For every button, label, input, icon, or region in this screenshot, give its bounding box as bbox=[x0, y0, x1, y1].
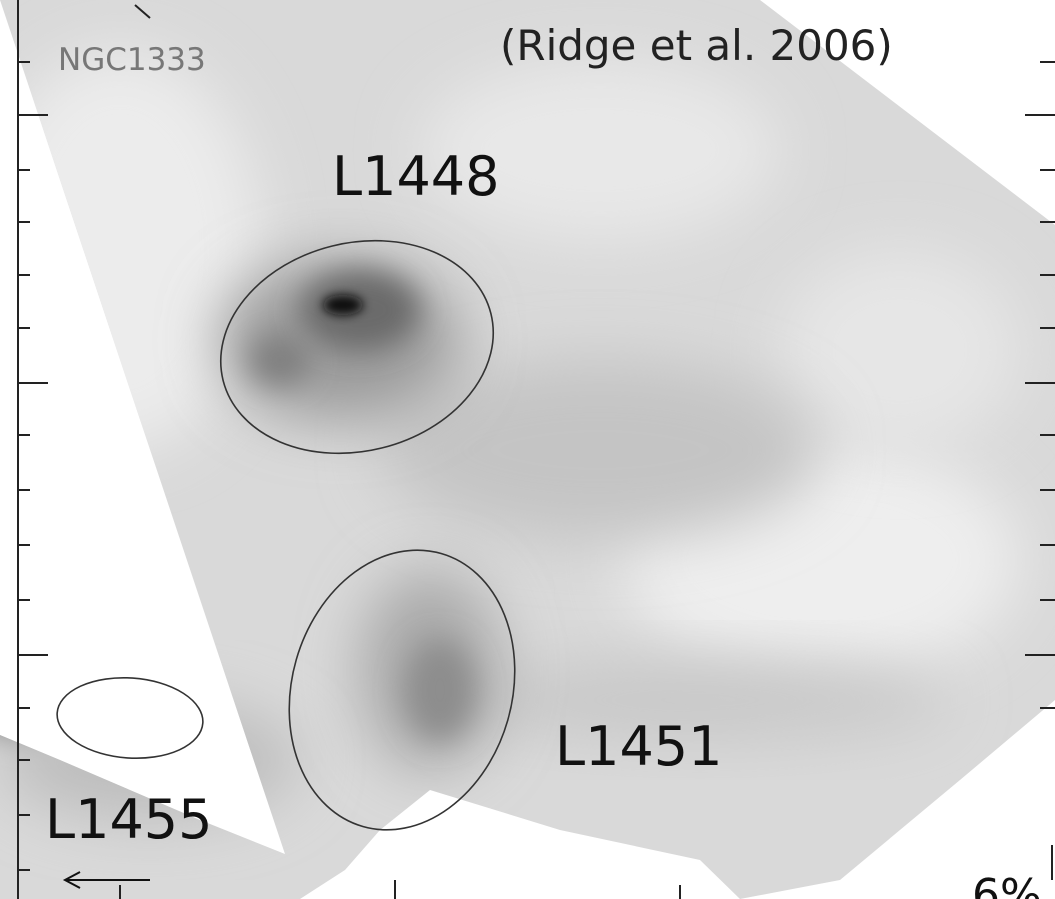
reference-label: (Ridge et al. 2006) bbox=[500, 21, 893, 70]
cloud-label: L1451 bbox=[555, 715, 723, 778]
cloud-label: L1448 bbox=[332, 145, 500, 208]
scale-label: 6% bbox=[972, 870, 1042, 899]
page: NGC1333 (Ridge et al. 2006) L1448 L1451 … bbox=[0, 0, 1055, 899]
emission-map bbox=[0, 0, 1055, 899]
field-label: NGC1333 bbox=[58, 42, 206, 78]
cloud-label: L1455 bbox=[45, 788, 213, 851]
l1455-outline bbox=[54, 673, 205, 763]
map-figure: NGC1333 (Ridge et al. 2006) L1448 L1451 … bbox=[0, 0, 1055, 899]
